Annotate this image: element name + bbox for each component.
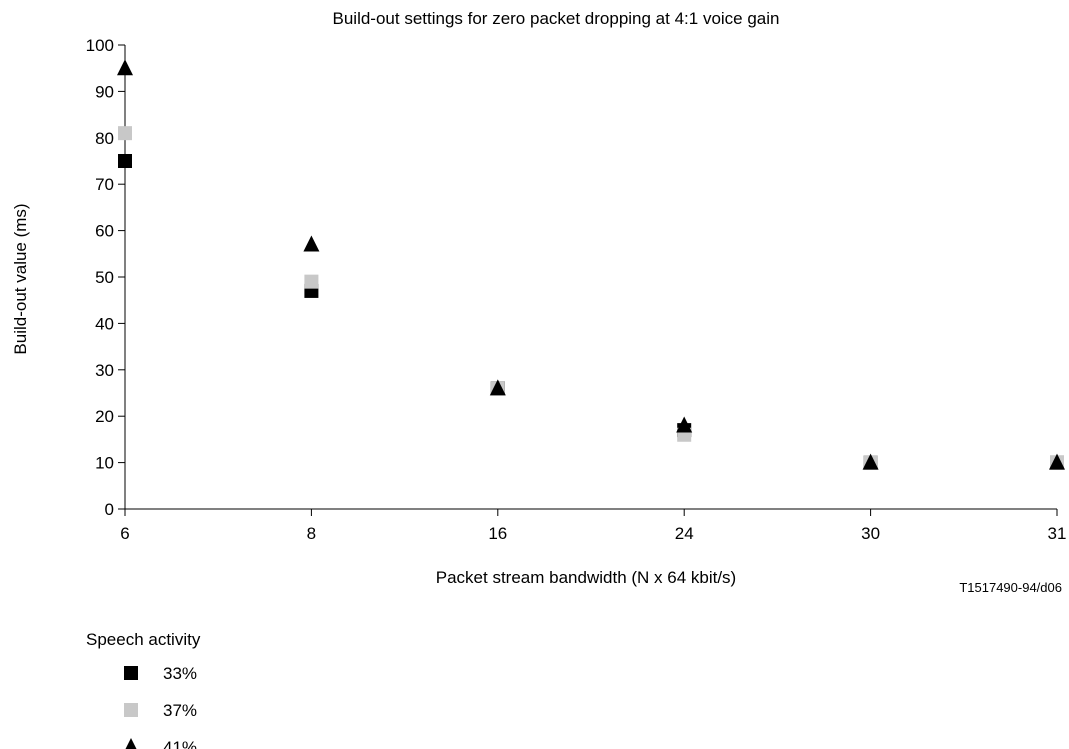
y-tick-label: 30 (95, 361, 114, 380)
x-tick-label: 16 (488, 524, 507, 543)
y-tick-label: 20 (95, 407, 114, 426)
legend-label: 37% (163, 701, 197, 720)
legend-marker (125, 738, 137, 749)
data-point (489, 379, 506, 396)
data-point (118, 154, 132, 168)
data-point (117, 59, 133, 76)
y-tick-label: 0 (105, 500, 114, 519)
y-tick-label: 50 (95, 268, 114, 287)
y-tick-label: 100 (86, 36, 114, 55)
x-tick-label: 24 (675, 524, 694, 543)
legend-marker (124, 666, 138, 680)
x-tick-label: 8 (307, 524, 316, 543)
y-tick-label: 40 (95, 314, 114, 333)
legend-label: 41% (163, 738, 197, 749)
data-point (862, 453, 879, 470)
data-point (1049, 453, 1065, 470)
legend: 33% 37% 41% (124, 664, 197, 749)
y-tick-label: 80 (95, 129, 114, 148)
chart-title: Build-out settings for zero packet dropp… (333, 9, 780, 28)
data-point (304, 274, 319, 289)
y-tick-label: 70 (95, 175, 114, 194)
axes: 0 10 20 30 40 50 60 70 80 90 100 6 8 16 24 30 31 (86, 36, 1067, 543)
x-tick-label: 6 (120, 524, 129, 543)
series-1 (118, 154, 1064, 470)
plot-marks (117, 59, 1065, 470)
data-point (303, 235, 320, 252)
y-axis-label: Build-out value (ms) (11, 203, 30, 354)
legend-label: 33% (163, 664, 197, 683)
legend-marker (124, 703, 138, 717)
legend-title: Speech activity (86, 630, 201, 649)
y-tick-label: 60 (95, 222, 114, 241)
series-3 (117, 59, 1065, 470)
y-tick-label: 90 (95, 82, 114, 101)
data-point (118, 126, 132, 141)
x-tick-label: 30 (861, 524, 880, 543)
y-tick-label: 10 (95, 454, 114, 473)
series-2 (118, 126, 1064, 470)
x-axis-label: Packet stream bandwidth (N x 64 kbit/s) (436, 568, 736, 587)
x-tick-label: 31 (1048, 524, 1067, 543)
figure-reference: T1517490-94/d06 (959, 580, 1062, 595)
data-point (676, 416, 693, 433)
